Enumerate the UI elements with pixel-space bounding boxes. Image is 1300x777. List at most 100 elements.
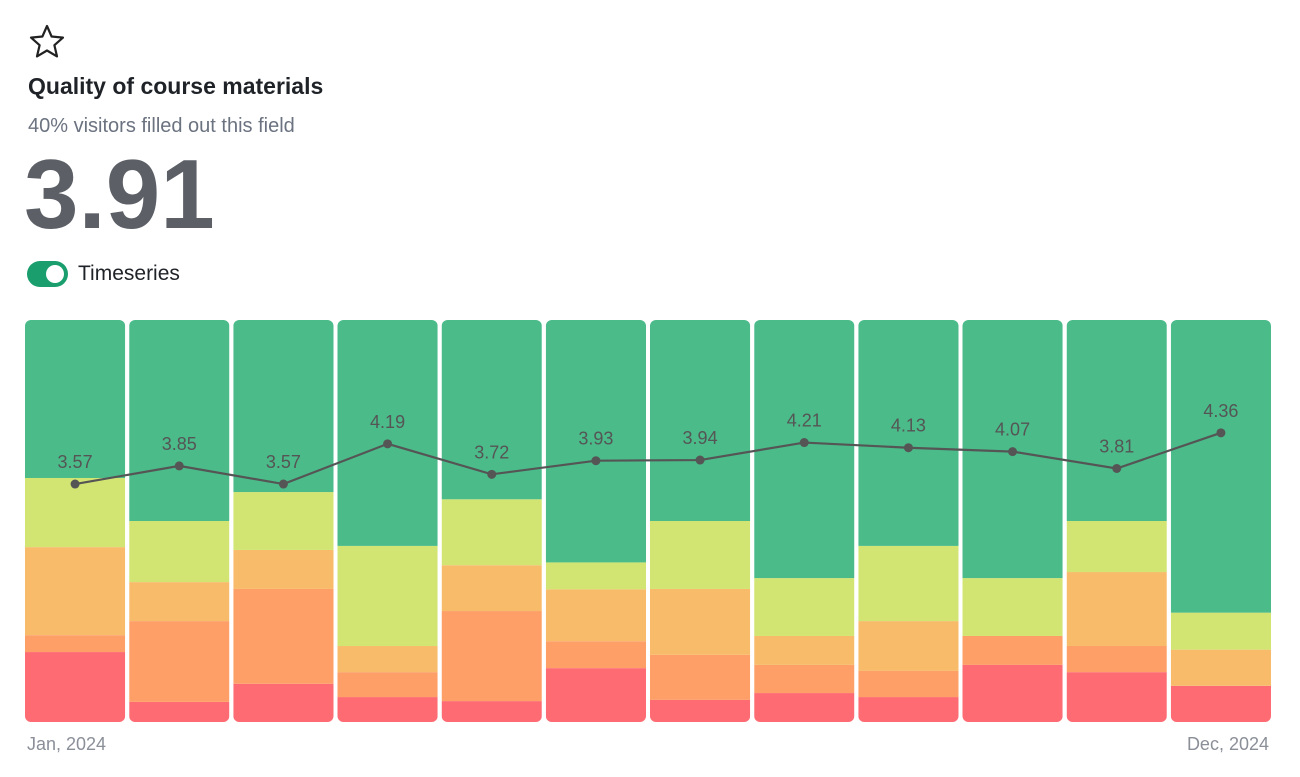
toggle[interactable] bbox=[27, 261, 68, 287]
bar-segment bbox=[545, 589, 646, 642]
bar-segment bbox=[337, 697, 438, 722]
bar-segment bbox=[129, 621, 230, 702]
bar-stack bbox=[1066, 320, 1167, 722]
bar-segment bbox=[1066, 672, 1167, 722]
bar-segment bbox=[650, 320, 751, 521]
bar-segment bbox=[545, 668, 646, 722]
bar-segment bbox=[337, 545, 438, 647]
value-label: 3.57 bbox=[266, 452, 301, 472]
x-tick-label: Dec, 2024 bbox=[1187, 734, 1269, 754]
value-label: 4.19 bbox=[370, 412, 405, 432]
title: Quality of course materials bbox=[28, 73, 323, 99]
bar-segment bbox=[337, 672, 438, 698]
bar-segment bbox=[858, 320, 959, 546]
bar-segment bbox=[129, 320, 230, 521]
bar-segment bbox=[233, 320, 334, 493]
trend-point bbox=[383, 439, 393, 449]
bar-segment bbox=[233, 549, 334, 589]
bar-segment bbox=[25, 477, 126, 548]
value-label: 3.81 bbox=[1099, 436, 1134, 456]
bar-segment bbox=[25, 652, 126, 722]
bar-segment bbox=[337, 646, 438, 673]
value-label: 4.07 bbox=[995, 420, 1030, 440]
trend-point bbox=[487, 469, 497, 479]
bar-segment bbox=[25, 320, 126, 478]
subtitle: 40% visitors filled out this field bbox=[28, 115, 295, 137]
bar-segment bbox=[1170, 649, 1271, 686]
bar-stack bbox=[962, 320, 1063, 722]
value-label: 4.36 bbox=[1203, 401, 1238, 421]
bar-segment bbox=[1170, 320, 1271, 613]
bar-segment bbox=[233, 492, 334, 550]
bar-segment bbox=[337, 320, 438, 546]
bar-segment bbox=[650, 699, 751, 722]
x-tick-label: Jan, 2024 bbox=[27, 734, 106, 754]
bar-segment bbox=[858, 670, 959, 698]
bar-segment bbox=[962, 664, 1063, 722]
value-label: 4.13 bbox=[891, 416, 926, 436]
bar-segment bbox=[754, 635, 855, 665]
bar-segment bbox=[25, 635, 126, 653]
bar-segment bbox=[1066, 521, 1167, 573]
bar-segment bbox=[962, 578, 1063, 636]
trend-point bbox=[591, 456, 601, 466]
bar-segment bbox=[1066, 646, 1167, 673]
trend-point bbox=[70, 479, 80, 489]
value-label: 3.72 bbox=[474, 442, 509, 462]
bar-segment bbox=[233, 683, 334, 722]
value-label: 3.85 bbox=[162, 434, 197, 454]
bar-segment bbox=[1066, 320, 1167, 521]
bar-segment bbox=[129, 521, 230, 583]
trend-point bbox=[278, 479, 288, 489]
value-label: 4.21 bbox=[787, 411, 822, 431]
bar-segment bbox=[650, 654, 751, 700]
bar-segment bbox=[545, 562, 646, 590]
trend-point bbox=[174, 461, 184, 471]
trend-point bbox=[903, 443, 913, 453]
bar-stack bbox=[754, 320, 855, 722]
bar-segment bbox=[1170, 685, 1271, 722]
bar-stack bbox=[337, 320, 438, 722]
trend-point bbox=[695, 455, 705, 465]
toggle-knob[interactable] bbox=[46, 265, 64, 283]
bar-stack bbox=[858, 320, 959, 722]
big-value: 3.91 bbox=[24, 139, 215, 249]
bar-segment bbox=[650, 588, 751, 655]
bar-segment bbox=[129, 582, 230, 622]
star-icon[interactable] bbox=[29, 24, 65, 58]
trend-point bbox=[1216, 428, 1226, 438]
trend-point bbox=[799, 438, 809, 448]
bar-segment bbox=[1170, 612, 1271, 650]
bar-segment bbox=[545, 320, 646, 563]
toggle-label: Timeseries bbox=[78, 262, 180, 285]
bar-segment bbox=[441, 565, 542, 612]
bar-segment bbox=[962, 635, 1063, 665]
trend-line bbox=[74, 431, 1222, 486]
bar-segment bbox=[754, 664, 855, 694]
bar-stack bbox=[441, 320, 542, 722]
bar-stack bbox=[129, 320, 230, 722]
value-label: 3.94 bbox=[683, 428, 718, 448]
bar-segment bbox=[858, 621, 959, 671]
bar-segment bbox=[25, 547, 126, 636]
bar-segment bbox=[858, 545, 959, 622]
bar-segment bbox=[754, 693, 855, 722]
bar-segment bbox=[754, 578, 855, 636]
bar-stack bbox=[1170, 320, 1271, 722]
bar-stack bbox=[545, 320, 646, 722]
bar-stack bbox=[650, 320, 751, 722]
value-label: 3.93 bbox=[578, 429, 613, 449]
bar-segment bbox=[441, 611, 542, 702]
bar-segment bbox=[441, 499, 542, 566]
bar-segment bbox=[233, 588, 334, 684]
trend-point bbox=[1112, 463, 1122, 473]
value-label: 3.57 bbox=[58, 452, 93, 472]
trend-point bbox=[1008, 447, 1018, 457]
bar-stack bbox=[25, 320, 126, 722]
bar-segment bbox=[441, 701, 542, 722]
bar-segment bbox=[129, 701, 230, 722]
bar-segment bbox=[545, 641, 646, 669]
bar-segment bbox=[1066, 572, 1167, 647]
